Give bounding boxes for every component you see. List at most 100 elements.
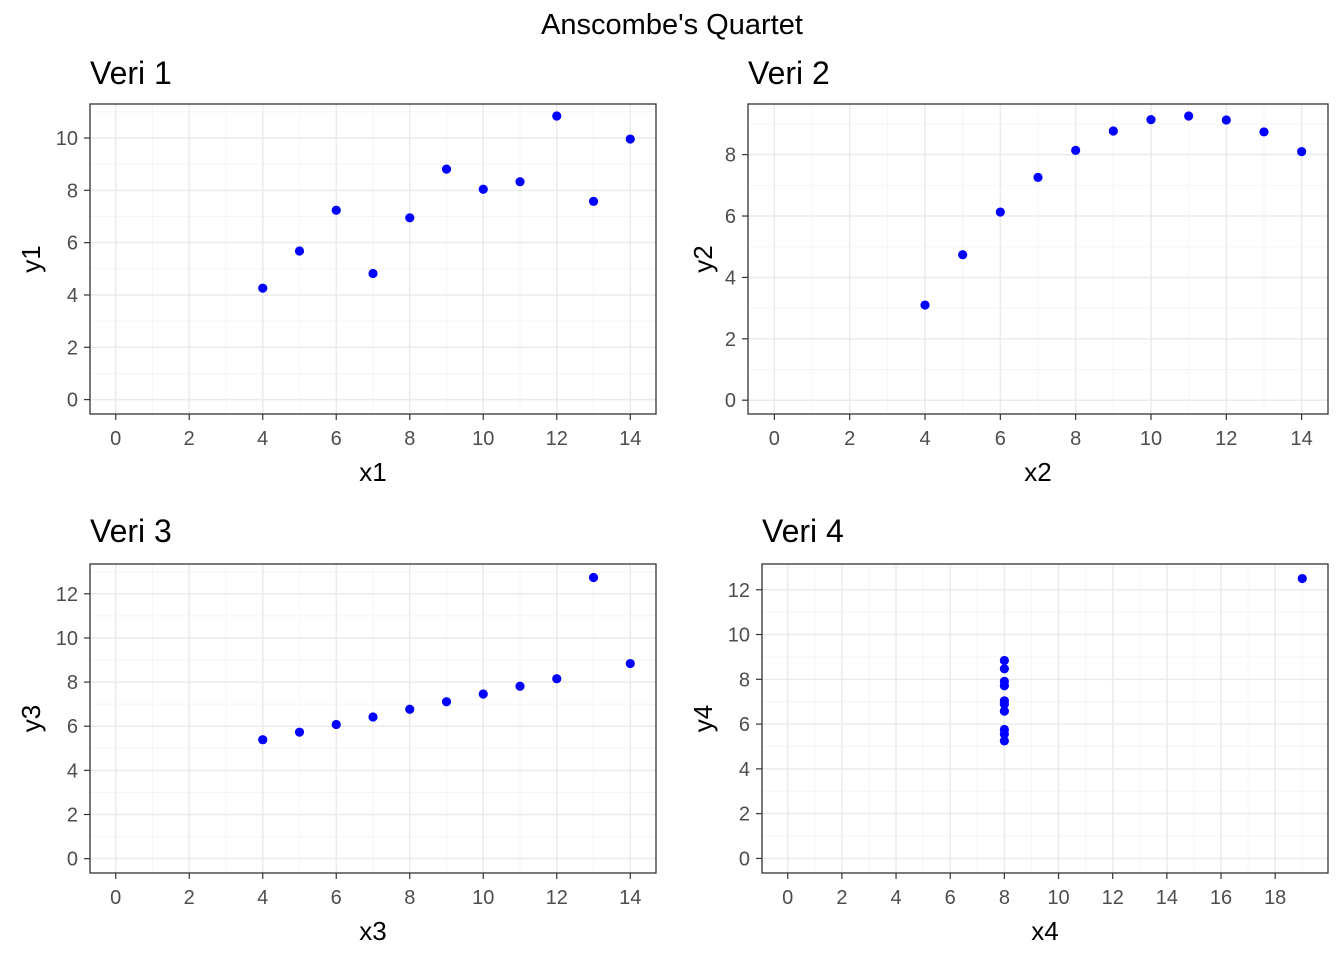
y-tick-label: 2: [739, 804, 750, 826]
data-point: [515, 681, 525, 691]
y-tick-label: 10: [56, 628, 78, 650]
figure-title: Anscombe's Quartet: [541, 9, 803, 41]
data-point: [515, 177, 525, 187]
x-tick-label: 14: [1291, 428, 1313, 450]
data-point: [1146, 115, 1156, 125]
x-axis-label: x3: [359, 916, 386, 946]
x-tick-label: 10: [1140, 428, 1162, 450]
y-tick-label: 12: [56, 584, 78, 606]
data-point: [995, 207, 1005, 217]
data-point: [625, 658, 635, 669]
panel-border: [89, 103, 657, 415]
data-point: [368, 712, 378, 722]
data-point: [478, 184, 488, 194]
data-point: [1297, 573, 1307, 584]
data-point: [999, 699, 1009, 709]
data-point: [588, 572, 599, 583]
x-tick-label: 12: [1215, 428, 1237, 450]
data-point: [588, 196, 599, 206]
x-tick-label: 4: [919, 428, 930, 450]
data-point: [1184, 111, 1194, 121]
x-tick-label: 8: [999, 887, 1010, 909]
y-tick-label: 6: [739, 714, 750, 736]
x-tick-label: 8: [1070, 428, 1081, 450]
y-axis-label: y1: [16, 245, 46, 272]
panel-1: 0 2 4 6 8 10 12 14 0 2 4 6 8 10 Veri 1 x1 y1: [16, 55, 657, 487]
panel-2: 0 2 4 6 8 10 12 14 0 2 4 6 8 Veri 2 x2 y2: [688, 55, 1329, 487]
data-point: [331, 205, 341, 215]
data-point: [258, 283, 268, 293]
data-point: [999, 655, 1009, 666]
panel-title: Veri 2: [748, 55, 830, 91]
y-tick-label: 12: [728, 580, 750, 602]
y-tick-label: 0: [67, 849, 78, 871]
data-point: [294, 246, 305, 256]
panel-border: [761, 563, 1329, 874]
y-tick-label: 6: [725, 206, 736, 228]
x-tick-label: 0: [782, 887, 793, 909]
y-tick-label: 8: [725, 145, 736, 167]
data-point: [294, 727, 305, 737]
panel-border: [89, 563, 657, 874]
y-tick-label: 0: [67, 390, 78, 412]
y-tick-label: 8: [67, 180, 78, 202]
panel-title: Veri 3: [90, 513, 172, 549]
data-point: [552, 674, 562, 684]
y-axis-label: y3: [16, 705, 46, 732]
x-tick-label: 8: [404, 428, 415, 450]
data-point: [999, 706, 1009, 716]
data-point: [1259, 127, 1269, 137]
data-point: [1033, 172, 1043, 182]
x-tick-label: 6: [331, 428, 342, 450]
panel-4: 0 2 4 6 8 10 12 14 16 18 0 2 4 6 8 10 12 Veri 4 x4 y4: [688, 513, 1329, 946]
data-point: [920, 300, 930, 310]
data-point: [1221, 115, 1231, 125]
x-tick-label: 2: [844, 428, 855, 450]
panels: 0 2 4 6 8 10 12 14 0 2 4 6 8 10 Veri 1 x1 y1 0 2 4 6 8 10 12 14 0…: [16, 55, 1329, 946]
x-tick-label: 2: [184, 428, 195, 450]
panel-title: Veri 1: [90, 55, 172, 91]
data-point: [999, 664, 1009, 674]
data-point: [552, 111, 562, 121]
x-tick-label: 10: [472, 887, 494, 909]
y-tick-label: 2: [67, 337, 78, 359]
panel-background: [762, 564, 1328, 873]
x-tick-label: 12: [546, 887, 568, 909]
panel-title: Veri 4: [762, 513, 844, 549]
data-point: [441, 164, 452, 174]
y-tick-label: 0: [725, 390, 736, 412]
y-axis-label: y2: [688, 245, 718, 272]
x-tick-label: 16: [1210, 887, 1232, 909]
y-axis-label: y4: [688, 705, 718, 732]
y-tick-label: 6: [67, 716, 78, 738]
data-point: [478, 689, 488, 699]
y-tick-label: 2: [67, 805, 78, 827]
x-axis-label: x4: [1031, 916, 1058, 946]
y-tick-label: 6: [67, 233, 78, 255]
data-point: [405, 213, 415, 223]
x-tick-label: 12: [546, 428, 568, 450]
x-tick-label: 4: [257, 887, 268, 909]
x-axis-label: x1: [359, 457, 386, 487]
y-tick-label: 2: [725, 329, 736, 351]
y-tick-label: 4: [725, 267, 736, 289]
data-point: [999, 676, 1009, 686]
x-tick-label: 0: [769, 428, 780, 450]
x-tick-label: 14: [619, 887, 641, 909]
x-tick-label: 18: [1264, 887, 1286, 909]
panel-3: 0 2 4 6 8 10 12 14 0 2 4 6 8 10 12 Veri 3 x3 y3: [16, 513, 657, 946]
data-point: [1297, 146, 1307, 157]
x-tick-label: 2: [836, 887, 847, 909]
x-tick-label: 6: [995, 428, 1006, 450]
x-tick-label: 4: [890, 887, 901, 909]
x-tick-label: 12: [1102, 887, 1124, 909]
data-point: [958, 250, 968, 260]
x-tick-label: 4: [257, 428, 268, 450]
data-point: [405, 704, 415, 714]
data-point: [331, 719, 341, 730]
x-tick-label: 0: [110, 887, 121, 909]
y-tick-label: 4: [739, 759, 750, 781]
data-point: [1108, 126, 1118, 136]
data-point: [999, 729, 1009, 739]
